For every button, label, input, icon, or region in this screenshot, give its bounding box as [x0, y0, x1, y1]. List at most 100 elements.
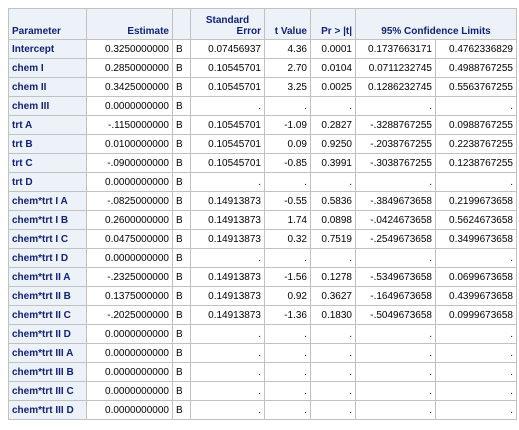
- t-value-cell: .: [264, 324, 311, 344]
- table-row: chem*trt III A 0.0000000000 B.....: [8, 343, 517, 363]
- row-parameter-cell: chem*trt I C: [8, 229, 87, 249]
- upper-ci-cell: 0.5563767255: [435, 77, 517, 97]
- parameter-estimates-table: Parameter Estimate Standard Error t Valu…: [8, 8, 517, 420]
- p-value-cell: 0.9250: [310, 134, 356, 154]
- lower-ci-cell: -.2038767255: [355, 134, 436, 154]
- t-value-cell: 0.32: [264, 229, 311, 249]
- row-parameter-cell: chem II: [8, 77, 87, 97]
- estimate-cell: -.1150000000: [86, 115, 173, 135]
- p-value-cell: 0.0025: [310, 77, 356, 97]
- estimate-cell: 0.1375000000: [86, 286, 173, 306]
- bias-flag-cell: B: [172, 153, 191, 173]
- row-parameter-cell: chem*trt II C: [8, 305, 87, 325]
- t-value-cell: 4.36: [264, 39, 311, 59]
- standard-error-cell: 0.10545701: [190, 153, 265, 173]
- standard-error-cell: .: [190, 381, 265, 401]
- estimate-cell: 0.0000000000: [86, 381, 173, 401]
- upper-ci-cell: .: [435, 248, 517, 268]
- bias-flag-cell: B: [172, 400, 191, 420]
- bias-flag-cell: B: [172, 191, 191, 211]
- t-value-cell: .: [264, 343, 311, 363]
- upper-ci-cell: 0.4762336829: [435, 39, 517, 59]
- table-row: chem*trt III B 0.0000000000 B.....: [8, 362, 517, 382]
- t-value-cell: .: [264, 362, 311, 382]
- standard-error-cell: .: [190, 172, 265, 192]
- standard-error-cell: 0.14913873: [190, 267, 265, 287]
- lower-ci-cell: -.2549673658: [355, 229, 436, 249]
- p-value-cell: 0.5836: [310, 191, 356, 211]
- lower-ci-cell: 0.1737663171: [355, 39, 436, 59]
- upper-ci-cell: 0.2199673658: [435, 191, 517, 211]
- lower-ci-cell: -.3849673658: [355, 191, 436, 211]
- standard-error-cell: 0.07456937: [190, 39, 265, 59]
- standard-error-cell: 0.14913873: [190, 210, 265, 230]
- lower-ci-cell: -.5049673658: [355, 305, 436, 325]
- upper-ci-cell: .: [435, 381, 517, 401]
- table-row: chem*trt III C 0.0000000000 B.....: [8, 381, 517, 401]
- table-row: chem*trt II A -.2325000000 B 0.14913873 -1.5…: [8, 267, 517, 287]
- p-value-cell: 0.1830: [310, 305, 356, 325]
- t-value-cell: -1.36: [264, 305, 311, 325]
- row-parameter-cell: chem*trt III C: [8, 381, 87, 401]
- lower-ci-cell: .: [355, 381, 436, 401]
- upper-ci-cell: 0.0988767255: [435, 115, 517, 135]
- table-row: trt A -.1150000000 B 0.10545701 -1.09 0.2827-…: [8, 115, 517, 135]
- estimate-cell: 0.0000000000: [86, 343, 173, 363]
- p-value-cell: .: [310, 172, 356, 192]
- upper-ci-cell: 0.2238767255: [435, 134, 517, 154]
- upper-ci-cell: .: [435, 400, 517, 420]
- t-value-cell: .: [264, 172, 311, 192]
- lower-ci-cell: -.0424673658: [355, 210, 436, 230]
- estimate-cell: 0.0000000000: [86, 400, 173, 420]
- table-row: chem*trt II B 0.1375000000 B 0.14913873 0.92…: [8, 286, 517, 306]
- p-value-cell: .: [310, 248, 356, 268]
- bias-flag-cell: B: [172, 362, 191, 382]
- row-parameter-cell: chem*trt I B: [8, 210, 87, 230]
- upper-ci-cell: .: [435, 172, 517, 192]
- bias-flag-cell: B: [172, 286, 191, 306]
- lower-ci-cell: .: [355, 343, 436, 363]
- col-header-stderr-line2: Error: [236, 26, 261, 37]
- estimate-cell: 0.2850000000: [86, 58, 173, 78]
- bias-flag-cell: B: [172, 210, 191, 230]
- estimate-cell: 0.3250000000: [86, 39, 173, 59]
- table-row: chem I 0.2850000000 B 0.10545701 2.70 0.0104 0…: [8, 58, 517, 78]
- row-parameter-cell: Intercept: [8, 39, 87, 59]
- lower-ci-cell: .: [355, 248, 436, 268]
- row-parameter-cell: trt C: [8, 153, 87, 173]
- t-value-cell: .: [264, 400, 311, 420]
- row-parameter-cell: chem*trt II B: [8, 286, 87, 306]
- row-parameter-cell: chem*trt II D: [8, 324, 87, 344]
- table-row: chem*trt II D 0.0000000000 B.....: [8, 324, 517, 344]
- t-value-cell: 2.70: [264, 58, 311, 78]
- row-parameter-cell: chem*trt III B: [8, 362, 87, 382]
- estimate-cell: -.2025000000: [86, 305, 173, 325]
- row-parameter-cell: chem I: [8, 58, 87, 78]
- p-value-cell: 0.7519: [310, 229, 356, 249]
- t-value-cell: -1.56: [264, 267, 311, 287]
- table-row: chem II 0.3425000000 B 0.10545701 3.25 0.0025…: [8, 77, 517, 97]
- table-row: Intercept 0.3250000000 B 0.07456937 4.36 0.00…: [8, 39, 517, 59]
- standard-error-cell: .: [190, 400, 265, 420]
- p-value-cell: 0.0001: [310, 39, 356, 59]
- standard-error-cell: .: [190, 343, 265, 363]
- table-row: chem*trt III D 0.0000000000 B.....: [8, 400, 517, 420]
- lower-ci-cell: .: [355, 172, 436, 192]
- upper-ci-cell: .: [435, 96, 517, 116]
- row-parameter-cell: chem III: [8, 96, 87, 116]
- t-value-cell: .: [264, 248, 311, 268]
- bias-flag-cell: B: [172, 324, 191, 344]
- lower-ci-cell: -.3038767255: [355, 153, 436, 173]
- lower-ci-cell: .: [355, 96, 436, 116]
- col-header-confidence-limits: 95% Confidence Limits: [355, 8, 517, 40]
- table-row: chem*trt I C 0.0475000000 B 0.14913873 0.32 0…: [8, 229, 517, 249]
- table-body: Intercept 0.3250000000 B 0.07456937 4.36 0.00…: [8, 39, 517, 420]
- standard-error-cell: 0.10545701: [190, 58, 265, 78]
- estimate-cell: 0.0000000000: [86, 362, 173, 382]
- upper-ci-cell: .: [435, 343, 517, 363]
- upper-ci-cell: 0.0699673658: [435, 267, 517, 287]
- estimate-cell: 0.0100000000: [86, 134, 173, 154]
- bias-flag-cell: B: [172, 115, 191, 135]
- t-value-cell: .: [264, 96, 311, 116]
- p-value-cell: .: [310, 362, 356, 382]
